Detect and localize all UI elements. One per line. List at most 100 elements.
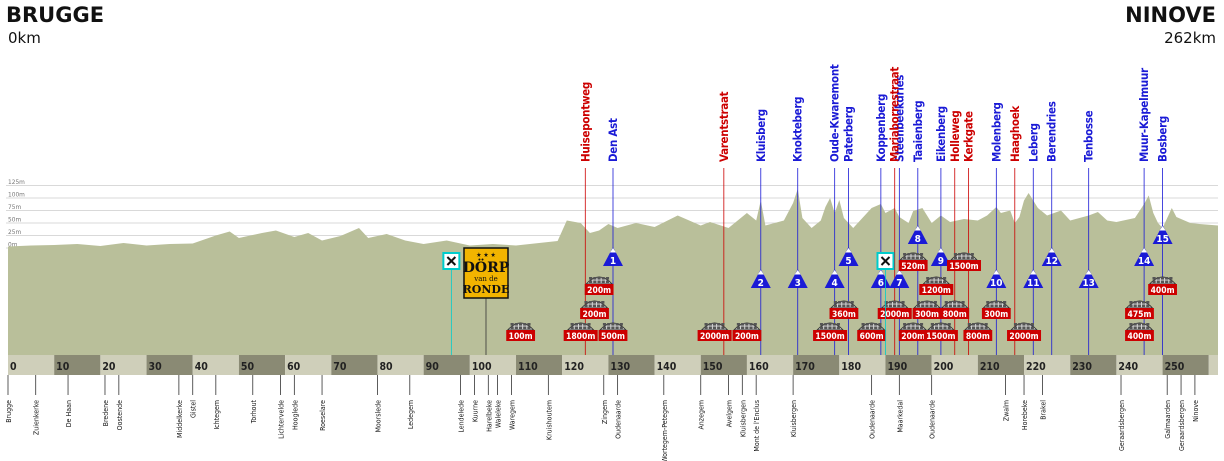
- cobble-stone: [1152, 277, 1156, 280]
- length-label-bg: [580, 308, 609, 319]
- climb-name: Paterberg: [842, 106, 856, 162]
- y-tick-label: 25m: [8, 228, 21, 236]
- town-label: Zwalm: [1003, 400, 1011, 421]
- km-axis-band: [8, 355, 55, 375]
- length-label-bg: [506, 330, 536, 341]
- cobble-stone: [893, 304, 897, 308]
- cobble-stone: [897, 304, 901, 308]
- cobble-stone: [915, 323, 919, 326]
- cobble-stone: [915, 326, 919, 330]
- cobble-stone: [943, 326, 947, 330]
- town-label: Brugge: [5, 400, 13, 423]
- town-label: Torhout: [250, 399, 258, 424]
- y-tick-label: 75m: [8, 203, 21, 211]
- cobble-stone: [570, 323, 574, 326]
- length-label-bg: [963, 330, 993, 341]
- logo-stars: ★ ★ ★: [476, 251, 495, 259]
- cobble-stone: [958, 256, 962, 260]
- start-distance: 0km: [8, 29, 41, 47]
- cobble-badge: 475m: [1125, 300, 1154, 320]
- cobble-stone: [984, 323, 988, 326]
- cobble-stone: [510, 323, 514, 326]
- cobble-stone: [930, 277, 934, 280]
- cobble-badge: 100m: [506, 322, 536, 342]
- climb-name: Steenbeekdries: [892, 75, 906, 162]
- logo-text-2: van de: [473, 275, 498, 283]
- cobble-stone: [966, 253, 970, 256]
- cobble-stone: [947, 323, 951, 326]
- cobble-stone: [986, 304, 990, 308]
- climb-number: 12: [1045, 256, 1058, 267]
- length-label-bg: [898, 330, 928, 341]
- cobble-stone: [1026, 326, 1030, 330]
- climb-number: 15: [1156, 234, 1169, 245]
- snow-cap-icon: [993, 270, 1000, 275]
- cobble-stone: [741, 323, 745, 326]
- town-label: Middelkerke: [176, 400, 184, 438]
- cobble-stone: [1137, 304, 1141, 308]
- cobble-stone: [753, 323, 757, 326]
- cobble-stone: [903, 326, 907, 330]
- cobble-sector-name: Huisepontweg: [578, 82, 592, 162]
- town-label: Galmaarden: [1164, 400, 1172, 439]
- cobble-length-label: 200m: [901, 332, 925, 342]
- cobble-stone: [514, 326, 518, 330]
- km-axis-band: [1116, 355, 1163, 375]
- snow-cap-icon: [877, 270, 884, 275]
- x-tick-label: 120: [564, 361, 584, 373]
- town-label: Ledegem: [407, 400, 415, 429]
- climb-marker: 14: [1134, 247, 1155, 267]
- cobble-stone: [589, 280, 593, 284]
- cobble-stone: [1003, 304, 1007, 308]
- cobble-stone: [708, 323, 712, 326]
- cobble-stone: [944, 304, 948, 308]
- length-label-bg: [813, 330, 848, 341]
- cobble-stone: [933, 304, 937, 308]
- town-label: Kluisbergen: [739, 400, 747, 437]
- town-label: Oudenaarde: [929, 400, 937, 439]
- town-label: Harelbeke: [485, 400, 493, 432]
- cobble-stone: [619, 326, 623, 330]
- cobble-stone: [721, 326, 725, 330]
- cobble-stone: [850, 301, 854, 304]
- cobble-length-label: 600m: [860, 332, 884, 342]
- cobble-stone: [592, 304, 597, 308]
- cobble-stone: [930, 323, 935, 326]
- cobble-stone: [926, 280, 930, 284]
- cobble-badge: 1500m: [946, 252, 981, 272]
- town-label: Lendelede: [458, 400, 466, 433]
- x-tick-label: 170: [795, 361, 815, 373]
- snow-cap-icon: [937, 248, 944, 253]
- cobble-stone: [958, 253, 962, 256]
- cobble-stone: [903, 256, 907, 260]
- cobble-stone: [1133, 304, 1137, 308]
- cobble-stone: [589, 277, 593, 280]
- x-tick-label: 240: [1118, 361, 1138, 373]
- length-label-bg: [584, 284, 614, 295]
- cobble-stone: [583, 326, 587, 330]
- cobble-length-label: 1500m: [949, 262, 978, 272]
- cobble-stone: [907, 323, 911, 326]
- length-label-bg: [829, 308, 859, 319]
- snow-cap-icon: [1048, 248, 1055, 253]
- climb-name: Kluisberg: [754, 109, 768, 162]
- town-label: Kuurne: [471, 400, 479, 422]
- cobble-stone: [578, 326, 583, 330]
- cobble-stone: [597, 277, 601, 280]
- x-tick-label: 30: [149, 361, 163, 373]
- cobble-stone: [1160, 280, 1165, 284]
- climb-number: 9: [938, 256, 944, 267]
- cobble-stone: [615, 323, 619, 326]
- cobble-stone: [593, 277, 597, 280]
- cobble-stone: [587, 323, 591, 326]
- cobble-stone: [976, 323, 980, 326]
- cobble-length-label: 1800m: [566, 332, 595, 342]
- climb-number: 8: [915, 234, 921, 245]
- x-tick-label: 0: [10, 361, 17, 373]
- cobble-stone: [1013, 323, 1018, 326]
- cobble-stone: [869, 326, 874, 330]
- cobble-length-label: 400m: [1151, 286, 1175, 296]
- km-axis-band: [377, 355, 424, 375]
- cobble-stone: [980, 326, 984, 330]
- climb-triangle-icon: [603, 247, 623, 266]
